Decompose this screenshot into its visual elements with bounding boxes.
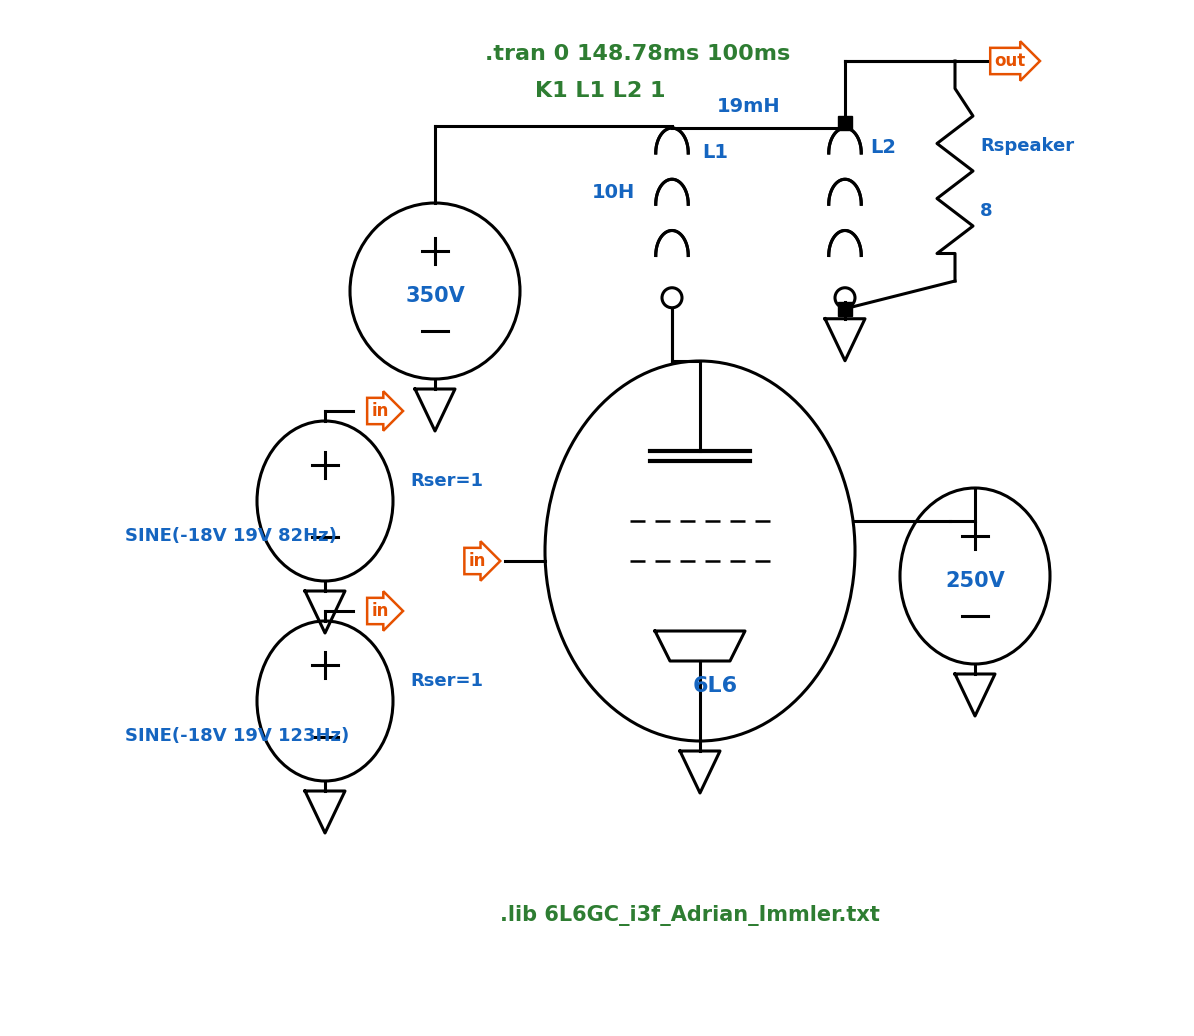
Text: Rser=1: Rser=1 [410,672,484,690]
Text: in: in [371,602,389,620]
Text: SINE(-18V 19V 123Hz): SINE(-18V 19V 123Hz) [125,727,350,745]
Bar [838,301,853,316]
Text: in: in [468,552,486,570]
Text: 19mH: 19mH [716,97,780,116]
Text: L1: L1 [702,143,728,162]
Text: 6L6: 6L6 [693,677,738,696]
Text: SINE(-18V 19V 82Hz): SINE(-18V 19V 82Hz) [125,527,337,545]
Text: K1 L1 L2 1: K1 L1 L2 1 [535,81,665,100]
Text: Rspeaker: Rspeaker [980,137,1075,155]
Text: L2: L2 [870,138,896,157]
Text: .tran 0 148.78ms 100ms: .tran 0 148.78ms 100ms [485,44,790,64]
Text: .lib 6L6GC_i3f_Adrian_Immler.txt: .lib 6L6GC_i3f_Adrian_Immler.txt [500,905,880,926]
Text: 250V: 250V [946,571,1005,591]
Text: 8: 8 [980,202,992,220]
Text: in: in [371,402,389,420]
Bar [838,116,853,130]
Text: 10H: 10H [592,183,635,202]
Text: out: out [995,52,1026,70]
Text: Rser=1: Rser=1 [410,472,484,490]
Text: 350V: 350V [405,286,464,306]
